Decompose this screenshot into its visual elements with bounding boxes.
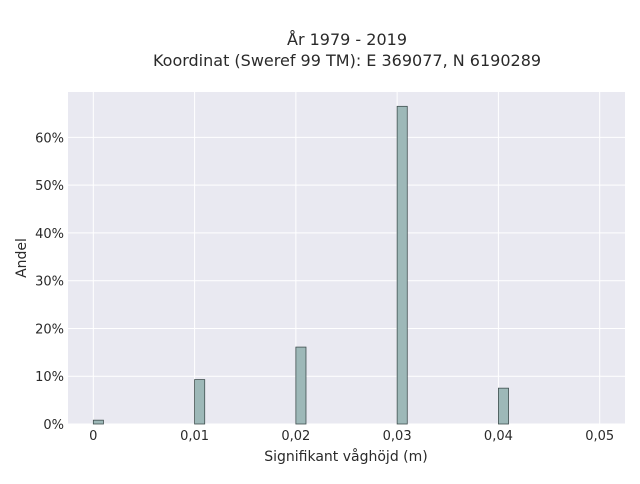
chart-title-line-1: År 1979 - 2019 xyxy=(287,30,407,49)
y-tick-label: 30% xyxy=(35,275,64,290)
chart-title-line-2: Koordinat (Sweref 99 TM): E 369077, N 61… xyxy=(153,51,541,70)
y-axis-label: Andel xyxy=(14,238,30,278)
histogram-bar xyxy=(295,346,307,425)
x-tick-label: 0,04 xyxy=(484,429,513,444)
y-tick-label: 60% xyxy=(35,131,64,146)
y-tick-label: 40% xyxy=(35,227,64,242)
y-tick-label: 0% xyxy=(43,418,64,433)
y-tick-label: 20% xyxy=(35,322,64,337)
y-tick-label: 50% xyxy=(35,179,64,194)
plot-area xyxy=(68,92,625,424)
y-tick-label: 10% xyxy=(35,370,64,385)
x-tick-label: 0,03 xyxy=(383,429,412,444)
x-tick-label: 0,05 xyxy=(585,429,614,444)
histogram-bar xyxy=(498,387,509,425)
y-axis-ticks: 0% 10% 20% 30% 40% 50% 60% xyxy=(35,131,64,433)
grid-lines xyxy=(68,92,625,425)
x-tick-label: 0 xyxy=(89,429,97,444)
x-tick-label: 0,01 xyxy=(180,429,209,444)
histogram-bar xyxy=(194,379,206,425)
x-axis-label: Signifikant våghöjd (m) xyxy=(264,448,427,465)
x-tick-label: 0,02 xyxy=(281,429,310,444)
histogram-bar xyxy=(396,105,408,425)
x-axis-ticks: 0 0,01 0,02 0,03 0,04 0,05 xyxy=(89,429,614,444)
histogram-bar xyxy=(92,419,104,425)
bars xyxy=(92,105,509,425)
